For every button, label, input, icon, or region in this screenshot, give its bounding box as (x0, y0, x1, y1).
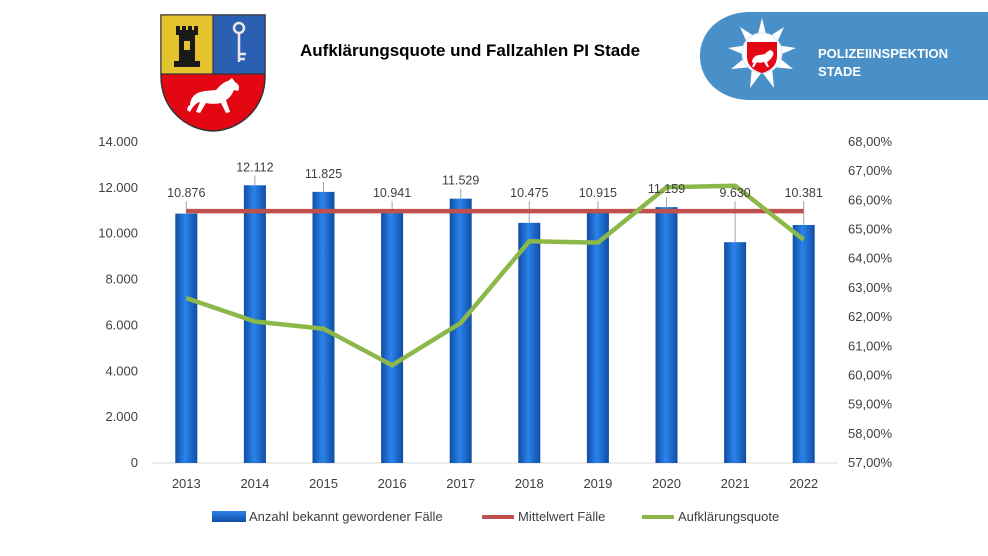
y-right-tick-label: 65,00% (848, 222, 893, 237)
y-left-tick-label: 8.000 (105, 272, 138, 287)
y-right-tick-label: 58,00% (848, 426, 893, 441)
x-tick-label: 2021 (721, 476, 750, 491)
y-right-tick-label: 57,00% (848, 455, 893, 470)
y-right-tick-label: 67,00% (848, 163, 893, 178)
y-left-tick-label: 10.000 (98, 226, 138, 241)
bar (518, 222, 541, 463)
bar-data-label: 10.876 (167, 186, 205, 200)
bar-data-label: 11.529 (442, 174, 479, 188)
legend-label-mean: Mittelwert Fälle (518, 509, 605, 524)
bar (586, 212, 609, 463)
x-tick-label: 2016 (378, 476, 407, 491)
x-tick-label: 2020 (652, 476, 681, 491)
bar-data-label: 12.112 (236, 160, 273, 174)
police-star-icon (728, 18, 796, 88)
y-right-tick-label: 68,00% (848, 134, 893, 149)
bar (243, 185, 266, 464)
y-right-tick-label: 63,00% (848, 280, 893, 295)
x-tick-label: 2019 (583, 476, 612, 491)
bar-data-label: 11.825 (305, 167, 342, 181)
y-left-tick-label: 12.000 (98, 180, 138, 195)
page-title: Aufklärungsquote und Fallzahlen PI Stade (300, 41, 641, 60)
bar (381, 212, 404, 463)
coat-of-arms-logo (160, 14, 266, 132)
bar-data-label: 11.159 (648, 182, 685, 196)
legend-label-cases: Anzahl bekannt gewordener Fälle (249, 509, 443, 524)
x-tick-label: 2022 (789, 476, 818, 491)
key-icon (232, 21, 246, 62)
legend-label-rate: Aufklärungsquote (678, 509, 779, 524)
bar (792, 224, 815, 463)
x-tick-label: 2014 (240, 476, 269, 491)
x-tick-label: 2015 (309, 476, 338, 491)
bar-data-label: 10.915 (579, 186, 617, 200)
y-left-tick-label: 2.000 (105, 409, 138, 424)
x-tick-label: 2017 (446, 476, 475, 491)
y-left-tick-label: 14.000 (98, 134, 138, 149)
y-left-tick-label: 4.000 (105, 363, 138, 378)
y-left-tick-label: 0 (131, 455, 138, 470)
y-right-tick-label: 59,00% (848, 397, 893, 412)
legend-swatch-cases (212, 511, 246, 522)
police-badge-logo: POLIZEIINSPEKTION STADE (700, 12, 988, 100)
x-tick-label: 2018 (515, 476, 544, 491)
bar (449, 198, 472, 463)
x-tick-label: 2013 (172, 476, 201, 491)
bar-data-label: 10.941 (373, 186, 411, 200)
y-left-tick-label: 6.000 (105, 317, 138, 332)
y-right-tick-label: 66,00% (848, 192, 893, 207)
bar-data-label: 10.475 (510, 186, 548, 200)
badge-line-2: STADE (818, 64, 861, 79)
bar (175, 213, 198, 463)
y-right-tick-label: 60,00% (848, 367, 893, 382)
y-right-tick-label: 62,00% (848, 309, 893, 324)
horse-icon (187, 78, 239, 113)
bar (655, 207, 678, 463)
bar-data-label: 9.630 (719, 186, 750, 200)
bar-data-label: 10.381 (785, 186, 823, 200)
bar (724, 242, 747, 463)
rate-line (185, 183, 806, 368)
y-right-tick-label: 64,00% (848, 251, 893, 266)
y-right-tick-label: 61,00% (848, 338, 893, 353)
badge-line-1: POLIZEIINSPEKTION (818, 46, 948, 61)
